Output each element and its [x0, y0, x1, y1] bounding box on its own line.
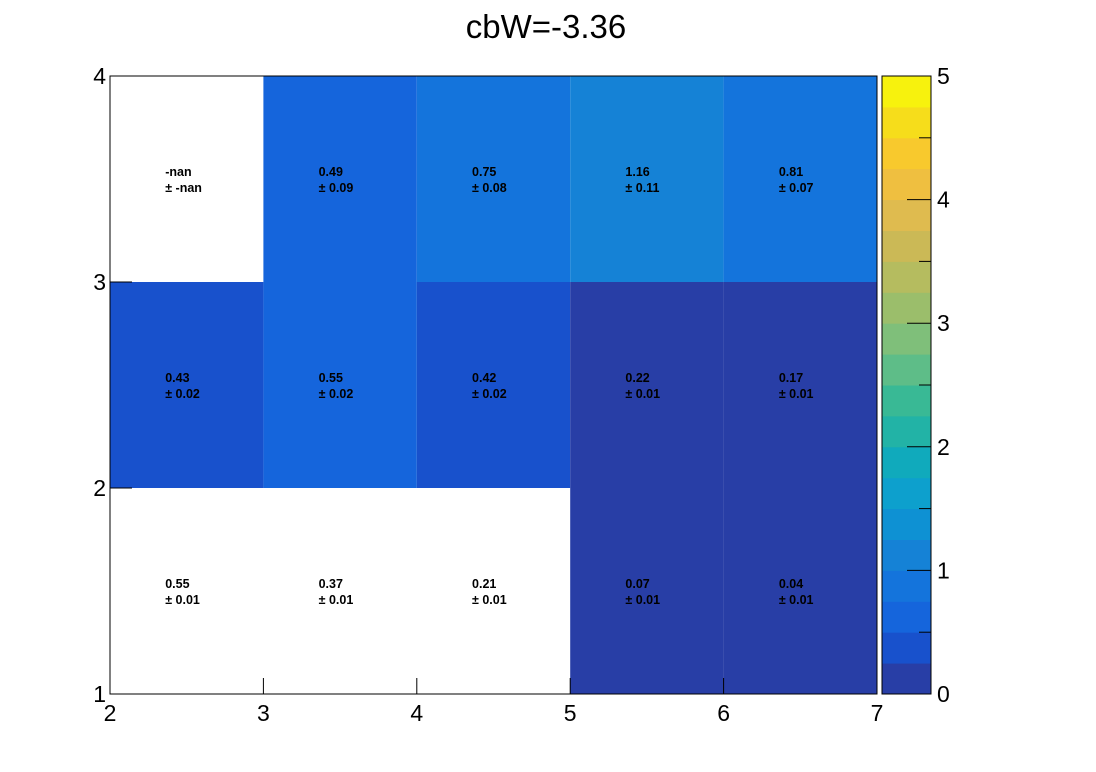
color-bar-segment	[882, 261, 931, 293]
z-tick-label: 2	[937, 434, 950, 460]
heatmap-cell	[263, 488, 417, 694]
heatmap-cell	[110, 282, 264, 488]
chart-title: cbW=-3.36	[466, 8, 627, 45]
color-bar-segment	[882, 323, 931, 355]
color-bar-segment	[882, 632, 931, 664]
cell-value-label: 0.55	[165, 577, 189, 591]
heatmap-cell	[416, 488, 571, 694]
cell-error-label: ± 0.02	[472, 387, 507, 401]
plot-frame	[109, 75, 878, 695]
color-bar-segment	[882, 477, 931, 510]
cell-error-label: ± 0.09	[319, 181, 354, 195]
heatmap-cell	[110, 488, 264, 694]
cell-value-label: 0.21	[472, 577, 496, 591]
x-tick-label: 5	[564, 700, 577, 726]
x-tick-label: 6	[717, 700, 730, 726]
cell-error-label: ± 0.01	[625, 387, 660, 401]
x-axis: 2 3 4 5 6 7	[104, 678, 884, 726]
color-bar-segment	[882, 663, 931, 695]
z-tick-label: 1	[937, 557, 950, 583]
x-tick-label: 4	[410, 700, 423, 726]
cell-error-label: ± 0.07	[779, 181, 814, 195]
y-tick-label: 2	[93, 475, 106, 501]
cell-value-label: 0.04	[779, 577, 803, 591]
z-tick-label: 5	[937, 63, 950, 89]
cell-error-label: ± 0.01	[472, 593, 507, 607]
cell-value-label: -nan	[165, 165, 191, 179]
heatmap-cells	[110, 76, 877, 694]
heatmap-cell	[110, 76, 264, 282]
x-tick-label: 7	[871, 700, 884, 726]
color-bar-segment	[882, 385, 931, 417]
color-bar-segment	[882, 601, 931, 633]
color-bar	[881, 75, 932, 695]
cell-labels: 0.55 ± 0.01 0.37 ± 0.01 0.21 ± 0.01 0.07 ± 0.01…	[165, 165, 813, 607]
cell-error-label: ± -nan	[165, 181, 202, 195]
color-bar-segment	[882, 76, 931, 108]
y-tick-label: 1	[93, 681, 106, 707]
color-bar-segment	[882, 106, 931, 139]
color-bar-segment	[882, 199, 931, 231]
heatmap-cell	[570, 488, 724, 694]
cell-error-label: ± 0.01	[779, 387, 814, 401]
y-tick-label: 4	[93, 63, 106, 89]
heatmap-cell	[723, 76, 877, 282]
cell-error-label: ± 0.08	[472, 181, 507, 195]
color-bar-segment	[882, 508, 931, 540]
heatmap-cell	[570, 76, 724, 282]
cell-error-label: ± 0.01	[779, 593, 814, 607]
cell-value-label: 0.75	[472, 165, 496, 179]
cell-value-label: 1.16	[625, 165, 649, 179]
heatmap-cell	[263, 76, 417, 282]
cell-error-label: ± 0.02	[165, 387, 200, 401]
cell-error-label: ± 0.01	[319, 593, 354, 607]
cell-value-label: 0.22	[625, 371, 649, 385]
color-bar-segment	[882, 137, 931, 170]
y-tick-label: 3	[93, 269, 106, 295]
cell-value-label: 0.17	[779, 371, 803, 385]
heatmap-cell	[416, 282, 571, 488]
color-bar-segment	[882, 446, 931, 479]
color-bar-segment	[882, 570, 931, 602]
cell-value-label: 0.07	[625, 577, 649, 591]
color-bar-segment	[882, 539, 931, 571]
z-tick-label: 3	[937, 310, 950, 336]
color-bar-segment	[882, 354, 931, 386]
cell-value-label: 0.49	[319, 165, 343, 179]
heatmap-cell	[570, 282, 724, 488]
cell-error-label: ± 0.11	[625, 181, 659, 195]
heatmap-cell	[723, 282, 877, 488]
color-bar-axis: 0 1 2 3 4 5	[907, 63, 950, 707]
cell-error-label: ± 0.01	[165, 593, 200, 607]
x-tick-label: 2	[104, 700, 117, 726]
cell-value-label: 0.42	[472, 371, 496, 385]
color-bar-segment	[882, 292, 931, 324]
color-bar-segment	[882, 415, 931, 448]
x-tick-label: 3	[257, 700, 270, 726]
heatmap-cell	[263, 282, 417, 488]
cell-value-label: 0.37	[319, 577, 343, 591]
cell-value-label: 0.43	[165, 371, 189, 385]
z-tick-label: 4	[937, 187, 950, 213]
y-axis: 1 2 3 4	[93, 63, 132, 707]
cell-error-label: ± 0.02	[319, 387, 354, 401]
color-bar-segment	[882, 168, 931, 201]
heatmap-cell	[416, 76, 571, 282]
cell-value-label: 0.81	[779, 165, 803, 179]
z-tick-label: 0	[937, 681, 950, 707]
cell-value-label: 0.55	[319, 371, 343, 385]
cell-error-label: ± 0.01	[625, 593, 660, 607]
heatmap-cell	[723, 488, 877, 694]
color-bar-segment	[882, 230, 931, 262]
